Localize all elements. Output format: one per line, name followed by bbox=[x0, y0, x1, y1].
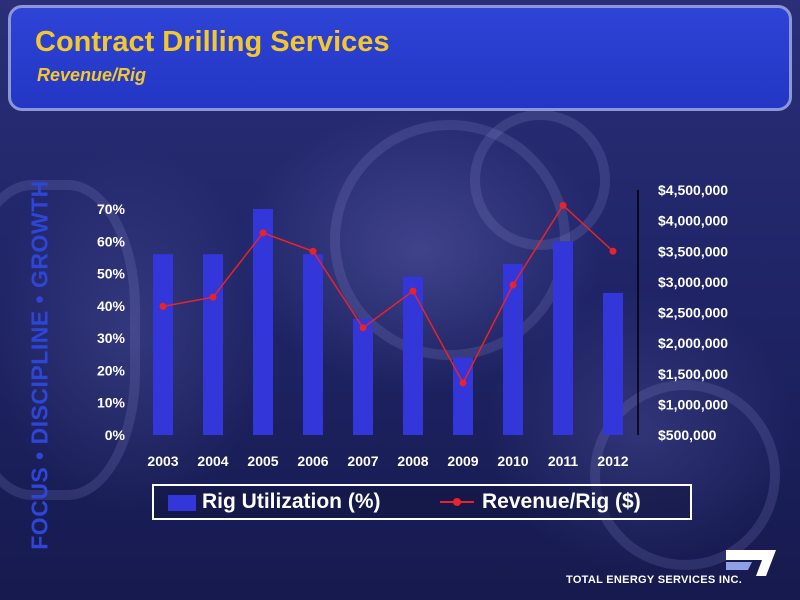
total-energy-logo-icon bbox=[726, 550, 776, 576]
x-axis-tick-label: 2004 bbox=[197, 453, 228, 469]
x-axis-tick-label: 2008 bbox=[397, 453, 428, 469]
revenue-rig-point bbox=[609, 247, 617, 255]
bar-rig-utilization bbox=[353, 318, 373, 435]
x-axis-tick-label: 2011 bbox=[548, 453, 579, 469]
x-axis-tick-label: 2003 bbox=[147, 453, 178, 469]
legend-line-marker bbox=[453, 498, 461, 506]
right-axis-tick-label: $1,000,000 bbox=[658, 396, 728, 412]
bar-rig-utilization bbox=[403, 276, 423, 435]
left-axis-tick-label: 0% bbox=[105, 427, 126, 443]
background-pipe-ring bbox=[470, 110, 610, 250]
revenue-rig-point bbox=[159, 302, 167, 310]
revenue-rig-point bbox=[209, 293, 217, 301]
bar-rig-utilization bbox=[253, 209, 273, 435]
right-axis-tick-label: $4,500,000 bbox=[658, 182, 728, 198]
x-axis-tick-label: 2010 bbox=[497, 453, 528, 469]
legend-bar-swatch bbox=[168, 495, 196, 511]
bar-rig-utilization bbox=[603, 292, 623, 435]
legend-label-revenue-rig: Revenue/Rig ($) bbox=[482, 490, 641, 513]
header-banner: Contract Drilling Services Revenue/Rig bbox=[8, 5, 792, 111]
x-axis-tick-label: 2005 bbox=[247, 453, 278, 469]
bar-rig-utilization bbox=[203, 254, 223, 435]
revenue-rig-point bbox=[509, 281, 517, 289]
bar-rig-utilization bbox=[153, 254, 173, 435]
right-axis-tick-label: $500,000 bbox=[658, 427, 717, 443]
revenue-rig-point bbox=[459, 379, 467, 387]
left-axis-tick-label: 30% bbox=[97, 330, 126, 346]
revenue-rig-point bbox=[409, 287, 417, 295]
right-axis-tick-label: $2,000,000 bbox=[658, 335, 728, 351]
bar-rig-utilization bbox=[303, 254, 323, 435]
right-axis-tick-label: $1,500,000 bbox=[658, 366, 728, 382]
x-axis-tick-label: 2007 bbox=[347, 453, 378, 469]
revenue-rig-point bbox=[309, 247, 317, 255]
left-axis-tick-label: 70% bbox=[97, 201, 126, 217]
left-axis-tick-label: 50% bbox=[97, 266, 126, 282]
left-axis-tick-label: 60% bbox=[97, 233, 126, 249]
chart-legend: Rig Utilization (%) Revenue/Rig ($) bbox=[152, 484, 692, 520]
right-axis-tick-label: $2,500,000 bbox=[658, 305, 728, 321]
bar-rig-utilization bbox=[503, 263, 523, 435]
left-axis-tick-label: 40% bbox=[97, 298, 126, 314]
revenue-rig-line bbox=[162, 204, 614, 385]
left-axis-tick-label: 20% bbox=[97, 362, 126, 378]
bar-rig-utilization bbox=[553, 241, 573, 435]
revenue-rig-point bbox=[559, 201, 567, 209]
legend-label-rig-utilization: Rig Utilization (%) bbox=[202, 490, 381, 513]
right-axis-tick-label: $4,000,000 bbox=[658, 213, 728, 229]
company-name: TOTAL ENERGY SERVICES INC. bbox=[566, 574, 743, 586]
page-subtitle: Revenue/Rig bbox=[37, 65, 147, 85]
background-flange bbox=[590, 380, 780, 570]
revenue-rig-point bbox=[259, 229, 267, 237]
right-axis-tick-label: $3,000,000 bbox=[658, 274, 728, 290]
right-axis-tick-label: $3,500,000 bbox=[658, 243, 728, 259]
x-axis-tick-label: 2012 bbox=[597, 453, 628, 469]
revenue-rig-point bbox=[359, 324, 367, 332]
x-axis-tick-label: 2009 bbox=[447, 453, 478, 469]
x-axis-tick-label: 2006 bbox=[297, 453, 328, 469]
page-title: Contract Drilling Services bbox=[35, 26, 390, 58]
background-wheel-left bbox=[0, 180, 140, 500]
bar-rig-utilization bbox=[453, 357, 473, 435]
left-axis-tick-label: 10% bbox=[97, 395, 126, 411]
